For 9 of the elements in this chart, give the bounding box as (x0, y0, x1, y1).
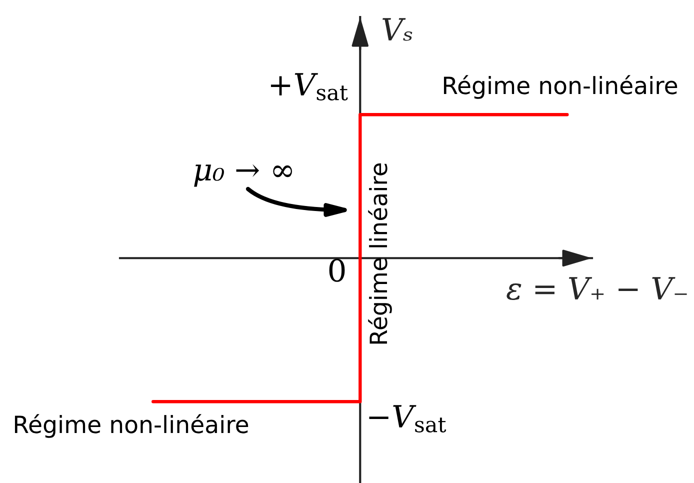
annotation: 0 (329, 258, 345, 282)
x-axis-title: ε = V₊ − V₋ (506, 277, 687, 300)
text: Régime non-linéaire (14, 414, 248, 438)
annotation: Régime linéaire (368, 163, 392, 344)
y-axis-title: Vₛ (382, 18, 412, 41)
text: −V$_{sat}$ (369, 405, 446, 432)
annotation: μ₀ → ∞ (194, 164, 292, 187)
text: +V$_{sat}$ (270, 73, 348, 100)
text: Régime non-linéaire (444, 75, 678, 99)
